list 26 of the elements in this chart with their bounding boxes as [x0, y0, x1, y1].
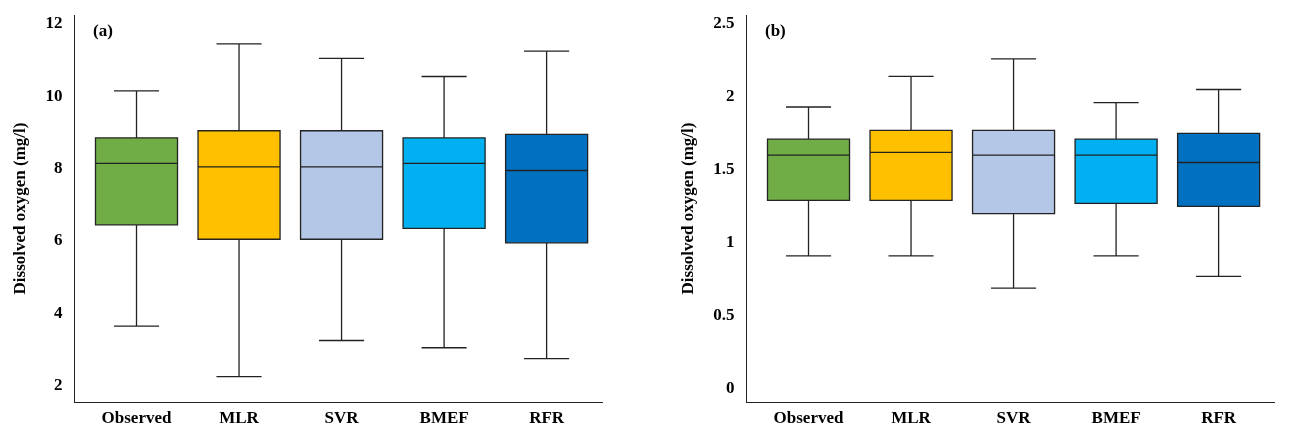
x-tick-label: RFR [1201, 408, 1237, 428]
x-tick-label: MLR [891, 408, 932, 428]
y-tick-label: 1.5 [713, 159, 735, 179]
x-tick-label: BMEF [1091, 408, 1141, 428]
y-tick-label: 2 [54, 374, 63, 394]
x-tick-label: RFR [529, 408, 565, 428]
x-tick-label: MLR [219, 408, 260, 428]
y-tick-label: 8 [54, 157, 63, 177]
y-tick-label: 2 [726, 86, 735, 106]
x-tick-label: Observed [773, 408, 844, 428]
y-tick-label: 10 [45, 85, 63, 105]
x-tick-label: Observed [101, 408, 172, 428]
y-tick-label: 4 [54, 302, 64, 322]
y-axis-title: Dissolved oxygen (mg/l) [10, 122, 30, 295]
y-tick-label: 2.5 [713, 13, 735, 33]
x-tick-label: SVR [996, 408, 1032, 428]
x-tick-label: BMEF [419, 408, 469, 428]
y-axis-title: Dissolved oxygen (mg/l) [677, 122, 697, 295]
annotation: (a) [93, 21, 113, 40]
y-tick-label: 0 [726, 378, 735, 398]
x-tick-label: SVR [324, 408, 360, 428]
y-tick-label: 12 [45, 13, 63, 33]
y-tick-label: 1 [726, 232, 735, 252]
annotation: (b) [765, 21, 786, 40]
y-tick-label: 6 [54, 230, 63, 250]
y-tick-label: 0.5 [713, 305, 735, 325]
